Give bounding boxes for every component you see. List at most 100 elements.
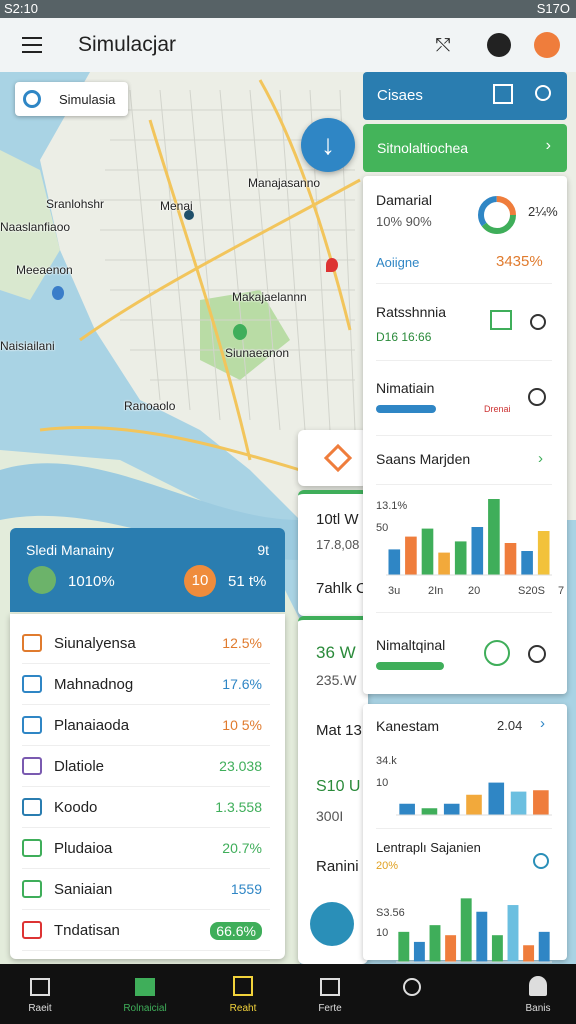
nav-label[interactable]: Raeit xyxy=(28,1003,52,1014)
row-icon xyxy=(22,634,42,652)
summary-pill: 10 xyxy=(184,565,216,597)
item-title: Nimatiain xyxy=(376,380,435,396)
app-title: Simulacjar xyxy=(78,33,177,56)
map-pin xyxy=(326,258,338,272)
row-label: Mahnadnog xyxy=(54,676,134,693)
app-bar: Simulacjar ⤲ xyxy=(0,18,576,72)
item-badge: 2¼% xyxy=(528,204,558,219)
item-icon-label: Drenai xyxy=(484,404,511,414)
middle-text: Mat 13 xyxy=(316,722,362,739)
row-icon xyxy=(22,716,42,734)
lower-card xyxy=(363,704,567,960)
nav-icon xyxy=(233,976,253,996)
list-row[interactable]: Saniaian 1559 xyxy=(22,871,270,910)
row-value: 20.7% xyxy=(222,840,262,856)
bottom-nav xyxy=(0,964,576,1024)
item-action[interactable] xyxy=(530,314,546,330)
middle-card xyxy=(298,430,368,486)
item-action[interactable] xyxy=(528,388,546,406)
place-label: Makajaelannn xyxy=(232,290,307,304)
map-pin xyxy=(233,324,247,340)
item-icon xyxy=(490,310,512,330)
place-label: Menai xyxy=(160,199,193,213)
row-icon xyxy=(22,798,42,816)
place-label: Naaslanfiaoo xyxy=(0,220,71,234)
item-title: Nimaltqinal xyxy=(376,637,446,653)
middle-text: 36 W xyxy=(316,643,356,662)
list-row[interactable]: Siunalyensa 12.5% xyxy=(22,625,270,664)
lower-title: Kanestam xyxy=(376,718,440,734)
nav-label[interactable]: Rolnaicial xyxy=(123,1003,167,1014)
summary-title: Sledi Manainy xyxy=(26,542,114,558)
middle-card xyxy=(298,490,368,616)
share-button[interactable]: ⤲ xyxy=(436,35,451,55)
row-value: 10 5% xyxy=(222,717,262,733)
edit-button[interactable] xyxy=(493,84,513,104)
menu-button[interactable] xyxy=(22,37,42,53)
list-row[interactable]: Pludaioa 20.7% xyxy=(22,830,270,869)
place-label: Manajasanno xyxy=(248,176,321,190)
status-bar: S2:10 S17O xyxy=(0,0,576,18)
row-value: 1559 xyxy=(230,881,262,897)
side-banner[interactable]: Sitnolaltiochea › xyxy=(363,124,567,172)
nav-search[interactable] xyxy=(403,978,421,996)
item-action[interactable] xyxy=(528,645,546,663)
list-row[interactable]: Mahnadnog 17.6% xyxy=(22,666,270,705)
list-row[interactable]: Tndatisan 66.6% xyxy=(22,912,270,951)
nav-label[interactable]: Ferte xyxy=(318,1003,342,1014)
roads xyxy=(39,79,361,472)
place-label: Ranoaolo xyxy=(124,399,176,413)
lower-subtitle: 20% xyxy=(376,860,399,872)
item-subtitle: 10% 90% xyxy=(376,214,432,229)
map-chip[interactable]: Simulasia xyxy=(15,82,128,116)
nav-label[interactable]: Reaht xyxy=(229,1003,257,1014)
row-label: Dlatiole xyxy=(54,758,105,775)
row-label: Tndatisan xyxy=(54,922,120,939)
progress-bar xyxy=(376,405,436,413)
row-icon xyxy=(22,880,42,898)
middle-text: S10 U xyxy=(316,778,361,795)
lower-value: 2.04 xyxy=(497,718,523,733)
middle-text: 7ahlk C xyxy=(316,580,367,597)
row-icon xyxy=(22,921,42,939)
search-button[interactable] xyxy=(535,85,551,101)
middle-text: 10tl W xyxy=(316,511,359,528)
row-label: Koodo xyxy=(54,799,98,816)
side-header-title: Cisaes xyxy=(377,87,423,104)
row-icon xyxy=(22,757,42,775)
middle-text: Ranini xyxy=(316,858,359,875)
row-icon xyxy=(22,839,42,857)
middle-text: 235.W xyxy=(316,672,357,688)
item-subtitle: D16 16:66 xyxy=(376,330,432,344)
list-row[interactable]: Planaiaoda 10 5% xyxy=(22,707,270,746)
banner-title: Sitnolaltiochea xyxy=(377,140,469,156)
row-value: 23.038 xyxy=(219,758,262,774)
row-label: Saniaian xyxy=(54,881,113,898)
place-label: Naisiailani xyxy=(0,339,55,353)
summary-left-value: 1010% xyxy=(68,573,115,590)
row-icon xyxy=(22,675,42,693)
download-button[interactable]: ↓ xyxy=(301,118,355,172)
list-row[interactable]: Koodo 1.3.558 xyxy=(22,789,270,828)
list-row[interactable]: Dlatiole 23.038 xyxy=(22,748,270,787)
progress-bar xyxy=(376,662,444,670)
status-battery: S17O xyxy=(536,1,570,16)
middle-text: 17.8,08 xyxy=(316,537,360,552)
side-header: Cisaes xyxy=(363,72,567,120)
fab[interactable] xyxy=(310,902,354,946)
nav-icon xyxy=(529,976,547,996)
nav-icon xyxy=(320,978,340,996)
row-label: Siunalyensa xyxy=(54,635,136,652)
middle-text: 300I xyxy=(316,808,344,824)
item-link[interactable]: Aoiigne xyxy=(376,255,420,270)
add-button[interactable] xyxy=(487,33,511,57)
profile-button[interactable] xyxy=(534,32,560,58)
lower-title: Lentraplı Sajanien xyxy=(376,840,481,855)
map-pin xyxy=(184,210,194,220)
item-title: Ratsshnnia xyxy=(376,304,447,320)
row-label: Pludaioa xyxy=(54,840,113,857)
row-value: 17.6% xyxy=(222,676,262,692)
nav-label[interactable]: Banis xyxy=(525,1003,551,1014)
item-icon xyxy=(484,640,510,666)
nav-icon xyxy=(30,978,50,996)
